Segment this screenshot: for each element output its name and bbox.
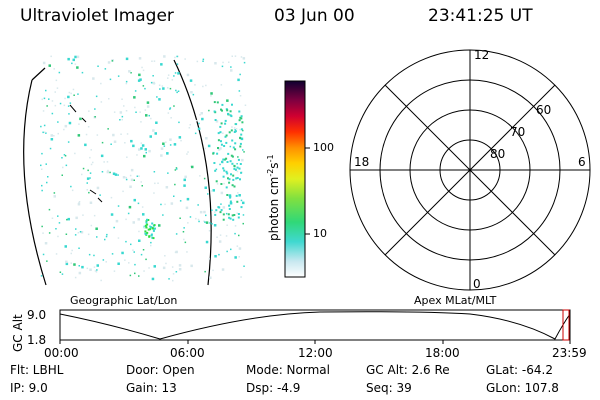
left-boundary-arc xyxy=(23,79,47,286)
polar-label-0: 0 xyxy=(473,277,481,291)
timeline-tick-3: 18:00 xyxy=(425,346,460,360)
timeline-tick-1: 06:00 xyxy=(170,346,205,360)
timeline-tick-0: 00:00 xyxy=(44,346,79,360)
colorbar-tick-10: 10 xyxy=(313,227,327,240)
polar-label-18: 18 xyxy=(354,155,369,169)
polar-label-6: 6 xyxy=(578,155,586,169)
info-flt: Flt: LBHL xyxy=(10,363,64,377)
emission-speckles xyxy=(40,55,247,282)
geographic-image xyxy=(23,55,247,286)
timeline-ylabel: GC Alt xyxy=(11,314,25,352)
info-glat: GLat: -64.2 xyxy=(486,363,553,377)
timeline-ymin: 1.8 xyxy=(27,333,46,347)
current-time-marker xyxy=(562,309,570,341)
info-gcalt: GC Alt: 2.6 Re xyxy=(366,363,450,377)
polar-label-12: 12 xyxy=(474,48,489,62)
polar-ring-80: 80 xyxy=(490,147,505,161)
timeline-tick-4: 23:59 xyxy=(552,346,587,360)
polar-ring-70: 70 xyxy=(510,125,525,139)
geographic-label: Geographic Lat/Lon xyxy=(70,294,178,307)
app-title: Ultraviolet Imager xyxy=(20,6,174,26)
right-boundary-arc xyxy=(173,59,212,286)
info-ip: IP: 9.0 xyxy=(10,381,48,395)
timeline-tick-2: 12:00 xyxy=(298,346,333,360)
polar-ring-60: 60 xyxy=(536,103,551,117)
info-door: Door: Open xyxy=(126,363,195,377)
timeline-ymax: 9.0 xyxy=(27,308,46,322)
apex-label: Apex MLat/MLT xyxy=(414,294,497,307)
info-gain: Gain: 13 xyxy=(126,381,177,395)
date-label: 03 Jun 00 xyxy=(274,6,355,26)
timeline-plot: GC Alt 9.0 1.8 xyxy=(11,308,571,352)
info-seq: Seq: 39 xyxy=(366,381,412,395)
time-label: 23:41:25 UT xyxy=(428,6,533,26)
info-dsp: Dsp: -4.9 xyxy=(246,381,301,395)
info-glon: GLon: 107.8 xyxy=(486,381,559,395)
altitude-trace xyxy=(59,311,571,340)
color-bar: 100 10 photon cm-2s-1 xyxy=(266,80,334,278)
info-mode: Mode: Normal xyxy=(246,363,330,377)
colorbar-tick-100: 100 xyxy=(313,141,334,154)
polar-plot: 12 0 18 6 60 70 80 xyxy=(349,48,591,291)
colorbar-label: photon cm-2s-1 xyxy=(266,154,281,241)
